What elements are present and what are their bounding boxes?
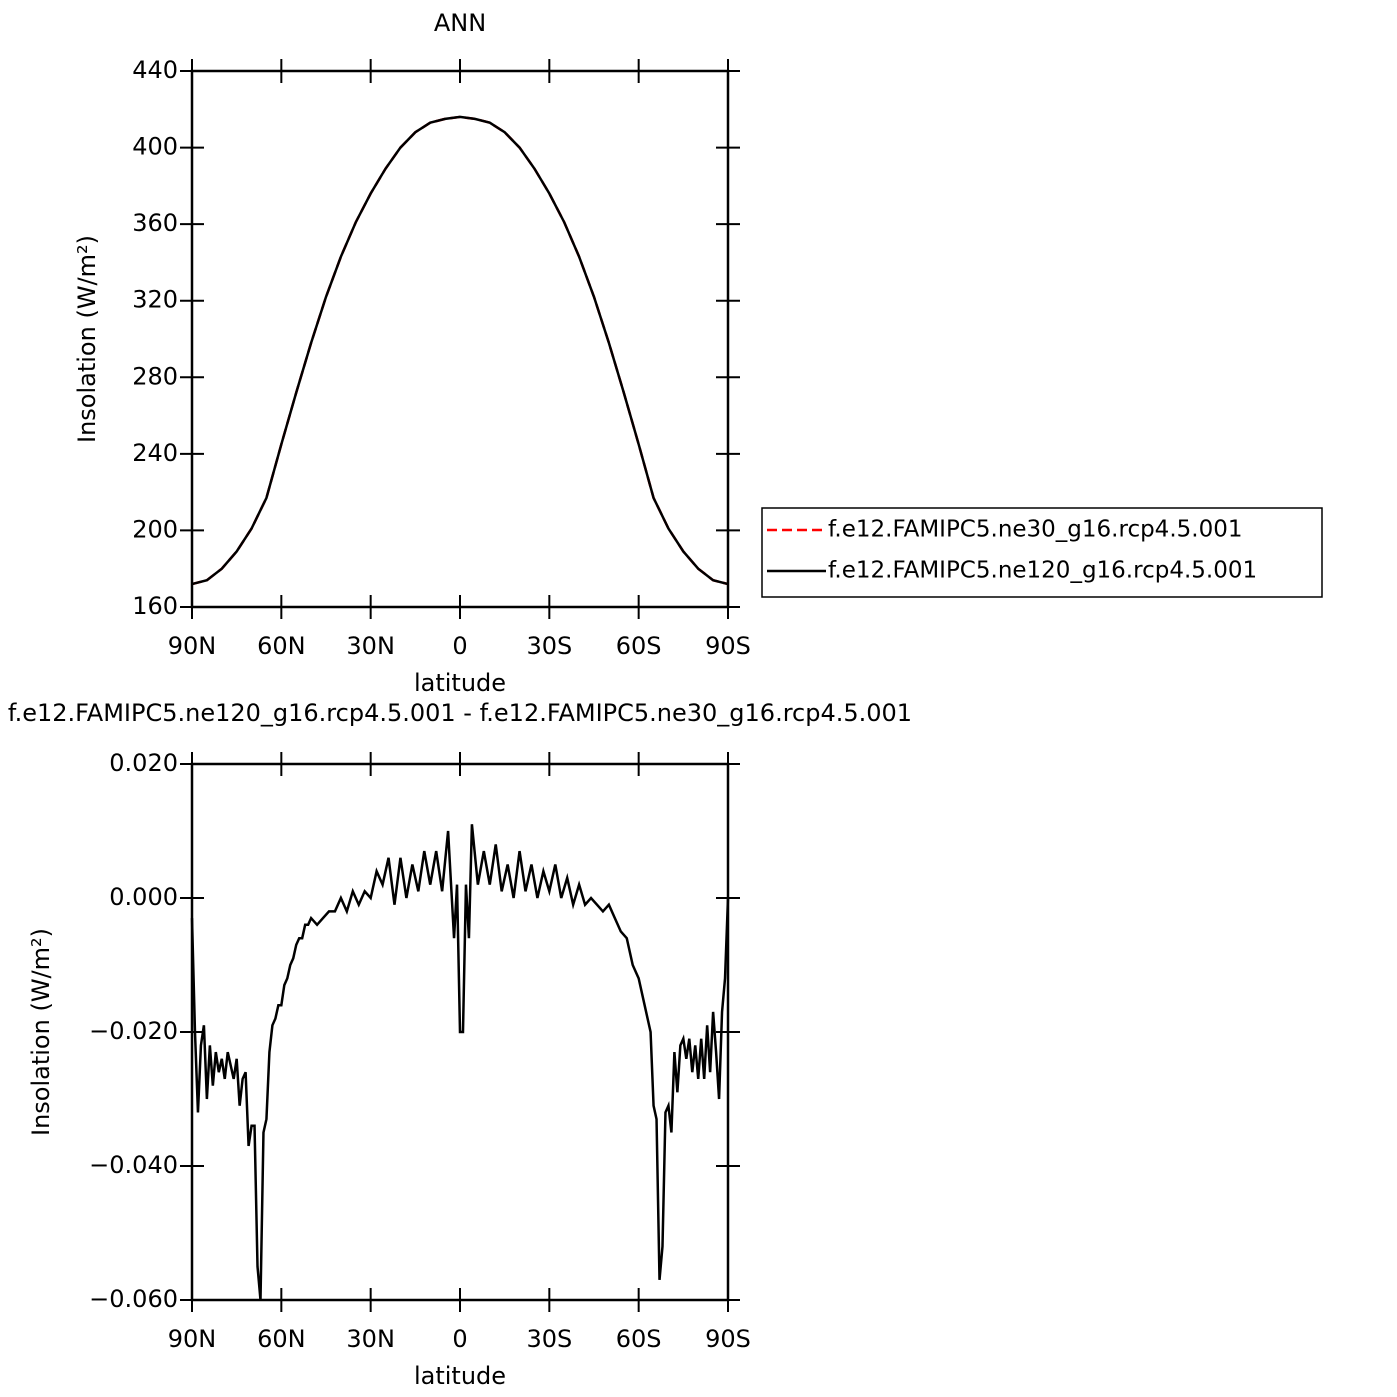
x-tick-label: 0: [452, 632, 467, 660]
legend-label: f.e12.FAMIPC5.ne120_g16.rcp4.5.001: [828, 558, 1257, 584]
y-tick-label: −0.060: [89, 1285, 178, 1313]
x-tick-label: 60S: [616, 632, 662, 660]
y-tick-label: 240: [132, 439, 178, 467]
x-tick-label: 30N: [346, 632, 395, 660]
x-axis-label: latitude: [414, 669, 506, 697]
x-tick-label: 60N: [257, 1325, 306, 1353]
y-tick-label: −0.020: [89, 1017, 178, 1045]
y-tick-label: 0.000: [109, 883, 178, 911]
y-tick-label: 440: [132, 56, 178, 84]
x-tick-label: 90S: [705, 1325, 751, 1353]
plot-frame: [190, 69, 730, 609]
y-tick-label: 160: [132, 592, 178, 620]
x-tick-label: 30S: [526, 1325, 572, 1353]
legend-label: f.e12.FAMIPC5.ne30_g16.rcp4.5.001: [828, 517, 1242, 543]
y-tick-label: 320: [132, 286, 178, 314]
legend: f.e12.FAMIPC5.ne30_g16.rcp4.5.001 f.e12.F…: [761, 507, 1323, 598]
plot-frame: [190, 762, 730, 1302]
chart-title: f.e12.FAMIPC5.ne120_g16.rcp4.5.001 - f.e…: [8, 699, 912, 727]
x-axis-label: latitude: [414, 1362, 506, 1390]
x-tick-label: 60N: [257, 632, 306, 660]
x-tick-label: 60S: [616, 1325, 662, 1353]
y-tick-label: 280: [132, 362, 178, 390]
y-tick-label: 360: [132, 209, 178, 237]
x-tick-label: 30S: [526, 632, 572, 660]
chart-title: ANN: [434, 9, 486, 37]
x-tick-label: 90N: [168, 632, 217, 660]
data-line: [191, 115, 729, 586]
x-tick-label: 0: [452, 1325, 467, 1353]
x-tick-label: 90S: [705, 632, 751, 660]
data-line: [190, 824, 730, 1301]
y-tick-label: 400: [132, 133, 178, 161]
y-tick-label: 0.020: [109, 749, 178, 777]
data-line: [191, 115, 729, 586]
y-axis-label: Insolation (W/m²): [73, 235, 101, 443]
y-tick-label: 200: [132, 515, 178, 543]
x-tick-label: 90N: [168, 1325, 217, 1353]
y-tick-label: −0.040: [89, 1151, 178, 1179]
y-axis-label: Insolation (W/m²): [27, 928, 55, 1136]
x-tick-label: 30N: [346, 1325, 395, 1353]
legend-box: [761, 507, 1323, 598]
